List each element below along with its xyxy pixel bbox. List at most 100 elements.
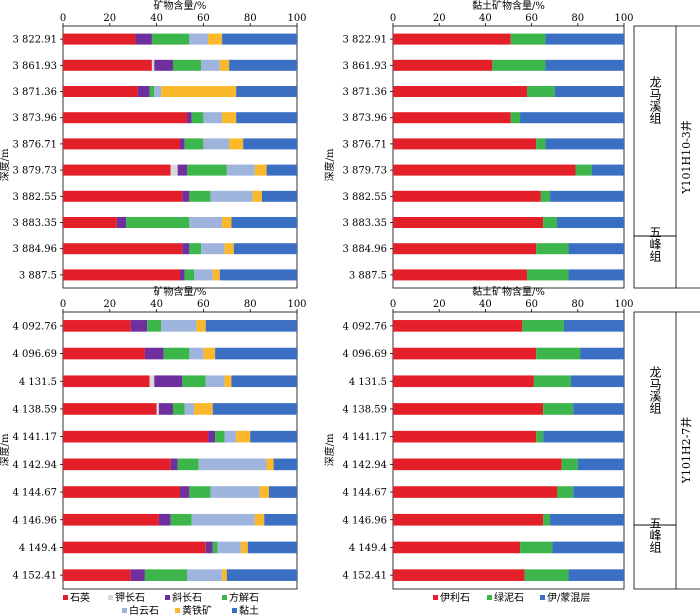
legend-swatch xyxy=(63,595,68,600)
bar-segment xyxy=(540,190,551,202)
x-tick-label: 100 xyxy=(614,13,633,24)
bar-segment xyxy=(219,59,230,71)
bar-segment xyxy=(568,569,624,581)
bar-segment xyxy=(163,347,190,360)
depth-label-bottom-left: 深度/m xyxy=(0,433,11,466)
bar-segment xyxy=(172,403,185,415)
depth-tick-label: 3 873.96 xyxy=(342,113,387,124)
bar-segment xyxy=(236,112,297,124)
bar-segment xyxy=(172,59,202,71)
bar-segment xyxy=(205,541,213,554)
bar-segment xyxy=(189,486,211,498)
bar-segment xyxy=(154,85,162,98)
bar-segment xyxy=(63,164,171,176)
legend-label: 伊利石 xyxy=(440,592,470,604)
bar-segment xyxy=(591,164,624,176)
bar-segment xyxy=(63,541,206,554)
legend-label: 伊/蒙混层 xyxy=(547,591,590,604)
plot-frame xyxy=(62,311,298,590)
legend-swatch xyxy=(487,595,492,600)
bar-segment xyxy=(536,347,581,360)
legend-label: 白云石 xyxy=(129,604,159,616)
bar-segment xyxy=(520,112,624,124)
bar-segment xyxy=(194,269,213,281)
bar-segment xyxy=(231,216,297,229)
bar-segment xyxy=(393,85,527,98)
x-tick-label: 100 xyxy=(614,299,633,310)
bar-segment xyxy=(224,243,234,255)
depth-tick-label: 3 883.35 xyxy=(12,218,57,229)
bar-segment xyxy=(229,138,244,150)
bar-segment xyxy=(170,458,178,471)
x-tick-label: 20 xyxy=(433,13,446,24)
bar-segment xyxy=(158,403,173,415)
bar-segment xyxy=(63,486,180,498)
bar-segment xyxy=(194,403,213,415)
axis-title: 矿物含量/% xyxy=(154,285,207,298)
bar-segment xyxy=(184,138,204,150)
bar-segment xyxy=(536,138,546,150)
depth-tick-label: 3 882.55 xyxy=(342,192,387,203)
bar-segment xyxy=(201,59,220,71)
bar-segment xyxy=(130,320,148,332)
bar-segment xyxy=(215,347,297,360)
depth-tick-label: 3 871.36 xyxy=(342,87,387,98)
bar-segment xyxy=(393,347,537,360)
depth-tick-label: 3 879.73 xyxy=(342,166,387,177)
bar-segment xyxy=(182,243,190,255)
x-tick-label: 40 xyxy=(150,13,163,24)
bar-segment xyxy=(63,243,183,255)
bar-segment xyxy=(205,320,297,332)
bar-segment xyxy=(63,403,157,415)
depth-tick-label: 4 131.5 xyxy=(349,377,387,388)
bar-segment xyxy=(393,164,576,176)
chart-panel-3: 矿物含量/% 0 20 40 60 80 100 4 092.76 4 096.69 4 131.… xyxy=(12,285,307,590)
bar-segment xyxy=(137,85,150,98)
formation-box-top: 龙马溪组 五峰组 Y101H10-3井 xyxy=(633,25,700,289)
x-tick-label: 40 xyxy=(150,299,163,310)
bar-segment xyxy=(147,320,162,332)
depth-tick-label: 4 146.96 xyxy=(12,515,57,526)
depth-tick-label: 3 884.96 xyxy=(342,244,387,255)
bar-segment xyxy=(196,320,206,332)
depth-tick-label: 4 142.94 xyxy=(342,460,387,471)
bar-segment xyxy=(63,569,131,581)
x-tick-label: 0 xyxy=(60,13,66,24)
bar-segment xyxy=(189,243,202,255)
bar-segment xyxy=(187,569,223,581)
depth-tick-label: 4 141.17 xyxy=(12,432,57,443)
legend-label: 钾长石 xyxy=(115,591,145,604)
axis-title: 矿物含量/% xyxy=(154,0,207,12)
depth-tick-label: 4 096.69 xyxy=(342,349,387,360)
bar-segment xyxy=(524,569,569,581)
bar-segment xyxy=(273,458,297,471)
bar-segment xyxy=(180,486,190,498)
bar-segment xyxy=(180,138,185,150)
bar-segment xyxy=(545,138,624,150)
bar-segment xyxy=(526,85,555,98)
bar-segment xyxy=(510,33,546,45)
depth-tick-label: 3 822.91 xyxy=(342,35,387,46)
bar-segment xyxy=(63,138,180,150)
chart-panels: 矿物含量/% 0 20 40 60 80 100 3 822.91 3 861.93 3 871.… xyxy=(12,0,634,590)
bar-segment xyxy=(63,59,152,71)
bar-segment xyxy=(236,430,251,443)
bar-segment xyxy=(187,164,227,176)
chart-panel-4: 黏土矿物含量/% 0 20 40 60 80 100 4 092.76 4 096.69 4 13… xyxy=(342,285,634,590)
bar-segment xyxy=(250,430,297,443)
bar-segment xyxy=(149,375,155,388)
bar-segment xyxy=(63,269,180,281)
bar-segment xyxy=(393,513,544,526)
bar-segment xyxy=(201,243,225,255)
bar-segment xyxy=(261,190,297,202)
depth-tick-label: 3 879.73 xyxy=(12,166,57,177)
bar-segment xyxy=(393,190,541,202)
bar-segment xyxy=(144,347,164,360)
bar-segment xyxy=(184,269,195,281)
x-tick-label: 40 xyxy=(479,13,492,24)
bar-segment xyxy=(393,375,534,388)
axis-title: 黏土矿物含量/% xyxy=(472,0,545,12)
bar-segment xyxy=(510,112,521,124)
plot-frame xyxy=(392,311,625,590)
